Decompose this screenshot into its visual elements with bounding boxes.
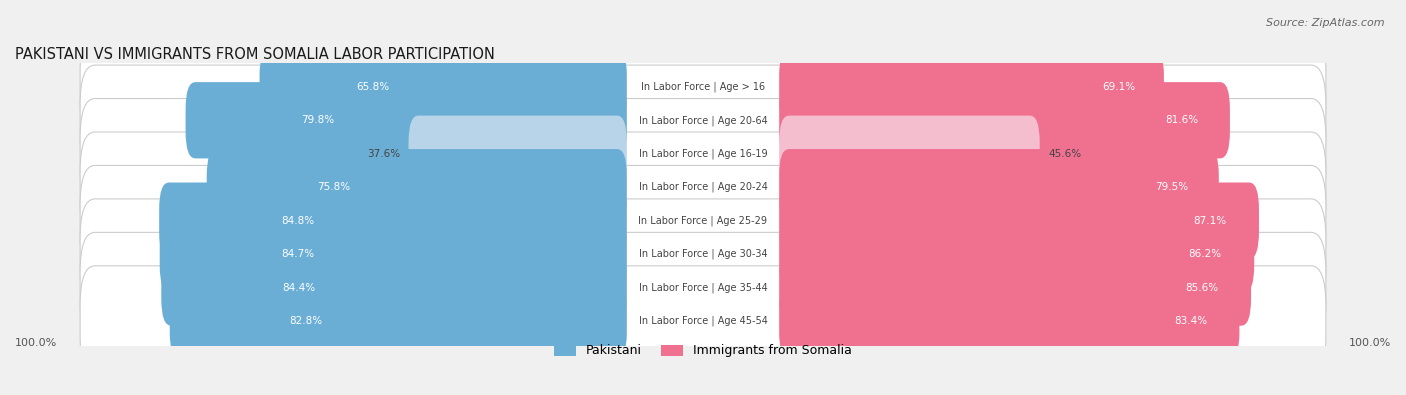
FancyBboxPatch shape <box>779 283 1240 359</box>
Text: 84.4%: 84.4% <box>283 282 316 293</box>
FancyBboxPatch shape <box>170 283 627 359</box>
FancyBboxPatch shape <box>779 182 1258 259</box>
Text: In Labor Force | Age > 16: In Labor Force | Age > 16 <box>641 82 765 92</box>
Text: In Labor Force | Age 20-24: In Labor Force | Age 20-24 <box>638 182 768 192</box>
Text: PAKISTANI VS IMMIGRANTS FROM SOMALIA LABOR PARTICIPATION: PAKISTANI VS IMMIGRANTS FROM SOMALIA LAB… <box>15 47 495 62</box>
FancyBboxPatch shape <box>80 32 1326 142</box>
Text: 81.6%: 81.6% <box>1166 115 1198 125</box>
Text: 82.8%: 82.8% <box>290 316 322 326</box>
FancyBboxPatch shape <box>80 166 1326 276</box>
Text: 79.5%: 79.5% <box>1154 182 1188 192</box>
Text: Source: ZipAtlas.com: Source: ZipAtlas.com <box>1267 18 1385 28</box>
FancyBboxPatch shape <box>80 266 1326 376</box>
Legend: Pakistani, Immigrants from Somalia: Pakistani, Immigrants from Somalia <box>548 339 858 363</box>
Text: 75.8%: 75.8% <box>316 182 350 192</box>
FancyBboxPatch shape <box>162 249 627 326</box>
Text: 100.0%: 100.0% <box>1348 338 1391 348</box>
FancyBboxPatch shape <box>80 132 1326 243</box>
FancyBboxPatch shape <box>779 216 1254 292</box>
FancyBboxPatch shape <box>779 249 1251 326</box>
Text: 84.8%: 84.8% <box>281 216 314 226</box>
Text: 87.1%: 87.1% <box>1194 216 1226 226</box>
Text: 79.8%: 79.8% <box>301 115 335 125</box>
FancyBboxPatch shape <box>779 149 1219 225</box>
FancyBboxPatch shape <box>186 82 627 158</box>
FancyBboxPatch shape <box>409 116 627 192</box>
Text: In Labor Force | Age 35-44: In Labor Force | Age 35-44 <box>638 282 768 293</box>
FancyBboxPatch shape <box>779 49 1164 125</box>
FancyBboxPatch shape <box>80 65 1326 175</box>
Text: In Labor Force | Age 25-29: In Labor Force | Age 25-29 <box>638 215 768 226</box>
FancyBboxPatch shape <box>260 49 627 125</box>
FancyBboxPatch shape <box>80 199 1326 309</box>
FancyBboxPatch shape <box>207 149 627 225</box>
Text: 100.0%: 100.0% <box>15 338 58 348</box>
Text: 84.7%: 84.7% <box>281 249 315 259</box>
FancyBboxPatch shape <box>159 182 627 259</box>
FancyBboxPatch shape <box>80 98 1326 209</box>
FancyBboxPatch shape <box>80 232 1326 343</box>
Text: 69.1%: 69.1% <box>1102 82 1136 92</box>
Text: In Labor Force | Age 45-54: In Labor Force | Age 45-54 <box>638 316 768 326</box>
Text: 45.6%: 45.6% <box>1049 149 1081 159</box>
Text: In Labor Force | Age 16-19: In Labor Force | Age 16-19 <box>638 149 768 159</box>
FancyBboxPatch shape <box>160 216 627 292</box>
Text: 86.2%: 86.2% <box>1188 249 1222 259</box>
Text: In Labor Force | Age 30-34: In Labor Force | Age 30-34 <box>638 249 768 260</box>
Text: 85.6%: 85.6% <box>1185 282 1219 293</box>
FancyBboxPatch shape <box>779 82 1230 158</box>
FancyBboxPatch shape <box>779 116 1039 192</box>
Text: 37.6%: 37.6% <box>367 149 399 159</box>
Text: 65.8%: 65.8% <box>356 82 389 92</box>
Text: In Labor Force | Age 20-64: In Labor Force | Age 20-64 <box>638 115 768 126</box>
Text: 83.4%: 83.4% <box>1174 316 1208 326</box>
